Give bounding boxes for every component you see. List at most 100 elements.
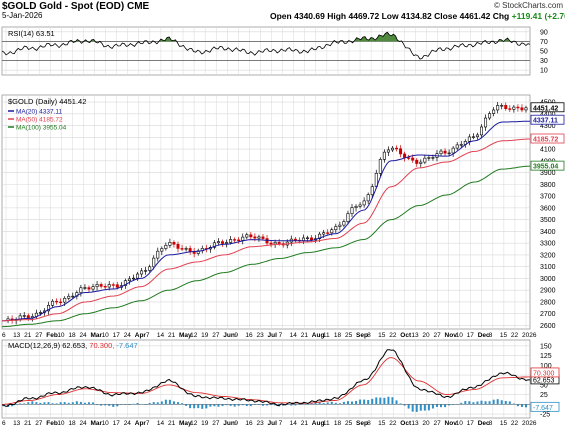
x-axis-label: 16	[245, 420, 253, 427]
macd-histogram-bar	[290, 404, 293, 406]
x-axis-label: 19	[201, 420, 209, 427]
x-axis-label: 18	[334, 420, 342, 427]
macd-histogram-bar	[322, 403, 325, 405]
macd-histogram-bar	[431, 404, 434, 409]
price-candle-body	[496, 105, 500, 111]
price-candle-body	[423, 157, 427, 163]
x-axis-label: 23	[256, 332, 264, 339]
macd-tick-label: 125	[540, 353, 552, 360]
price-candle-body	[431, 157, 435, 159]
low-label: Low	[381, 11, 399, 21]
macd-histogram-bar	[229, 404, 232, 406]
x-axis-label: 8	[367, 332, 371, 339]
price-candle-body	[269, 242, 273, 245]
price-candle-body	[26, 315, 30, 318]
price-candle-body	[326, 232, 330, 234]
x-axis-label: 8	[489, 420, 493, 427]
x-axis-label: 10	[102, 420, 110, 427]
price-tick-label: 3800	[540, 182, 556, 189]
rsi-legend: RSI(14) 63.51	[8, 29, 55, 38]
macd-histogram-bar	[468, 401, 471, 405]
macd-histogram-bar	[496, 399, 499, 405]
price-candle-body	[83, 287, 87, 289]
macd-histogram-bar	[318, 402, 321, 405]
x-axis-label: 6	[2, 420, 6, 427]
macd-histogram-bar	[11, 404, 14, 407]
price-candle-body	[318, 233, 322, 239]
price-candle-body	[216, 241, 220, 244]
moving-average-line	[2, 165, 531, 328]
macd-histogram-bar	[51, 403, 54, 405]
macd-histogram-bar	[23, 403, 26, 405]
price-candle-body	[249, 234, 253, 238]
price-candle-body	[140, 270, 144, 275]
price-flag	[530, 133, 565, 144]
x-axis-label: 13	[13, 420, 21, 427]
ohlc-readout: Open 4340.69 High 4469.72 Low 4134.82 Cl…	[270, 11, 565, 21]
price-candle-body	[188, 248, 192, 252]
price-candle-body	[512, 106, 516, 110]
price-candle-body	[172, 242, 176, 245]
macd-histogram-bar	[217, 404, 220, 407]
price-candle-body	[338, 224, 342, 227]
price-candle-body	[221, 241, 225, 244]
price-legend-entry: MA(20) 4337.11	[16, 109, 63, 116]
open-value: 4340.69	[294, 11, 325, 21]
x-axis-label: 22	[389, 332, 397, 339]
macd-histogram-bar	[221, 404, 224, 407]
macd-histogram-bar	[124, 404, 127, 405]
price-legend-title: $GOLD (Daily) 4451.42	[8, 97, 86, 106]
x-axis-label: 11	[323, 332, 330, 339]
price-candle-body	[38, 312, 42, 314]
rsi-tick-label: 30	[540, 58, 548, 65]
macd-histogram-bar	[225, 404, 228, 406]
macd-tick-label: 150	[540, 343, 552, 350]
x-axis-label: Aug	[312, 420, 325, 427]
price-candle-body	[148, 266, 152, 271]
chart-date: 5-Jan-2026	[2, 11, 43, 20]
price-candle-body	[293, 238, 297, 241]
price-candle-body	[99, 284, 103, 287]
price-tick-label: 3200	[540, 252, 556, 259]
x-axis-label: 7	[279, 332, 283, 339]
macd-histogram-bar	[245, 404, 248, 407]
copyright: © StockCharts.com	[493, 1, 563, 10]
price-candle-body	[71, 295, 75, 298]
price-candle-body	[419, 161, 423, 164]
price-candle-body	[47, 304, 51, 312]
x-axis-label: 18	[68, 332, 76, 339]
x-axis-label: 10	[57, 332, 65, 339]
macd-histogram-bar	[403, 404, 406, 406]
price-tick-label: 3000	[540, 276, 556, 283]
x-axis-label: Mar	[91, 420, 103, 427]
x-axis-label: 22	[511, 420, 519, 427]
x-axis-label: Jul	[268, 420, 278, 427]
macd-histogram-bar	[249, 404, 252, 407]
price-candle-body	[467, 136, 471, 142]
x-axis-label: 2026	[522, 420, 537, 427]
price-candle-body	[22, 315, 26, 317]
macd-tick-label: 50	[540, 382, 548, 389]
macd-histogram-bar	[164, 399, 167, 405]
open-label: Open	[270, 11, 292, 21]
price-tick-label: 3600	[540, 205, 556, 212]
x-axis-label: 14	[290, 332, 298, 339]
macd-histogram-bar	[330, 401, 333, 405]
macd-histogram-bar	[448, 404, 451, 406]
macd-histogram-bar	[261, 404, 264, 406]
x-axis-label: 20	[422, 420, 430, 427]
x-axis-label: Aug	[312, 332, 325, 339]
x-axis-label: 15	[378, 420, 386, 427]
price-candle-body	[399, 148, 403, 155]
price-candle-body	[334, 226, 338, 231]
rsi-tick-label: 70	[540, 39, 548, 46]
price-candle-body	[403, 153, 407, 158]
x-axis-label: 24	[79, 332, 87, 339]
macd-panel-frame	[1, 339, 531, 419]
moving-average-line	[1, 120, 530, 322]
price-tick-label: 4300	[540, 123, 556, 130]
close-value: 4461.42	[459, 11, 491, 21]
x-axis-label: 17	[467, 332, 475, 339]
rsi-tick-label: 50	[540, 49, 548, 56]
macd-histogram-bar	[108, 404, 111, 406]
